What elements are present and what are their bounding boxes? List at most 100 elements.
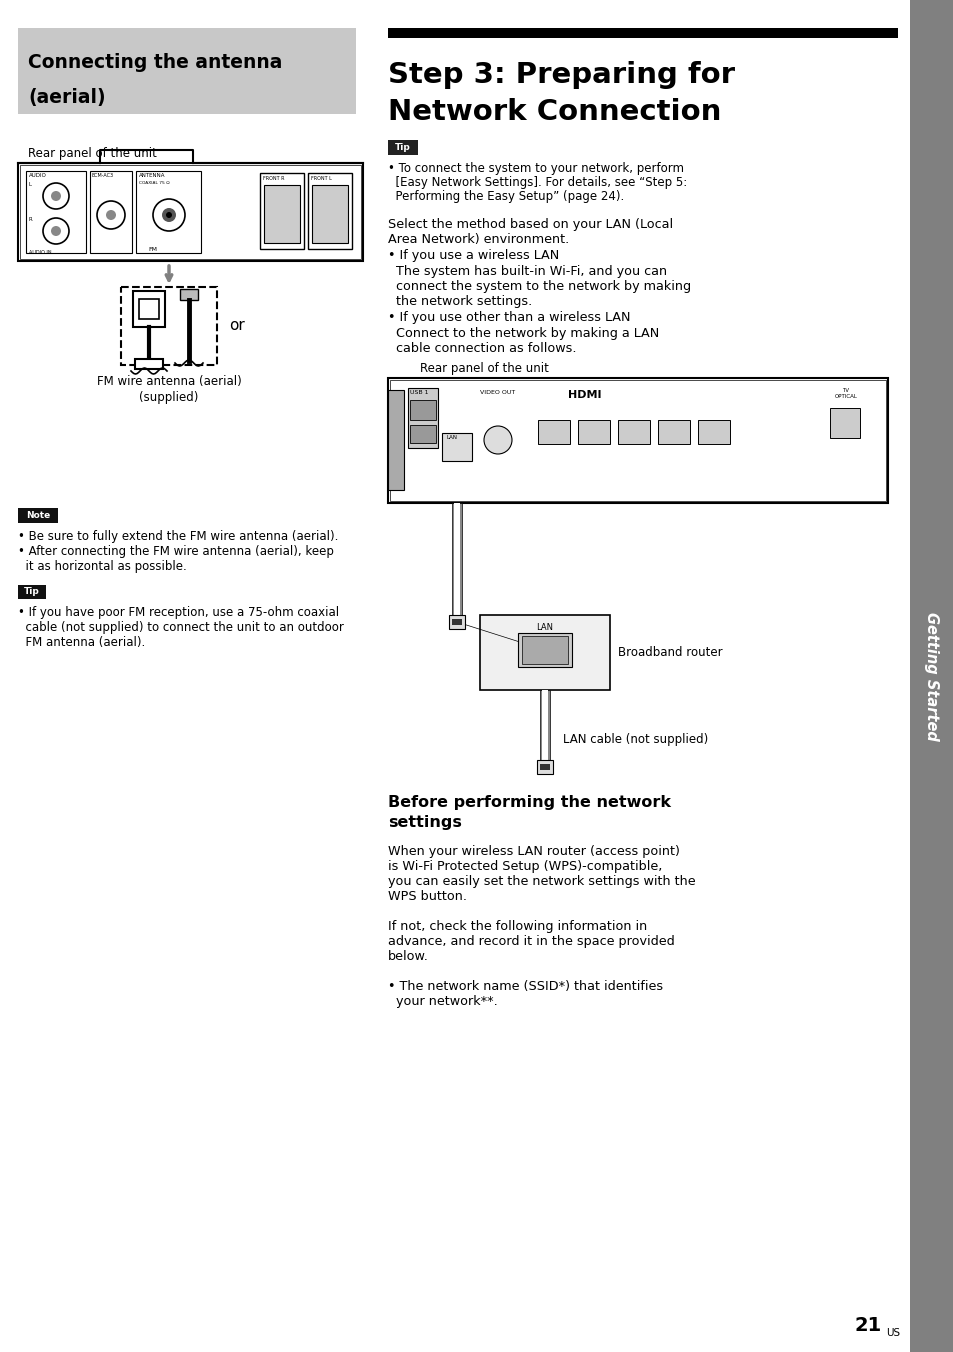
Text: (supplied): (supplied) [139,391,198,404]
Bar [139,299,159,319]
Bar [452,503,461,615]
Bar [537,420,569,443]
Text: Performing the Easy Setup” (page 24).: Performing the Easy Setup” (page 24). [388,191,623,203]
Bar [90,170,132,253]
Text: it as horizontal as possible.: it as horizontal as possible. [18,560,187,573]
Bar [441,433,472,461]
Bar [537,760,553,773]
Text: • Be sure to fully extend the FM wire antenna (aerial).: • Be sure to fully extend the FM wire an… [18,530,338,544]
Text: USB 1: USB 1 [410,389,428,395]
Text: LAN cable (not supplied): LAN cable (not supplied) [562,734,707,746]
Bar [308,173,352,249]
Text: FRONT R: FRONT R [263,176,284,181]
Text: Rear panel of the unit: Rear panel of the unit [419,362,548,375]
Text: TV
OPTICAL: TV OPTICAL [834,388,857,399]
Bar [521,635,567,664]
Text: Step 3: Preparing for: Step 3: Preparing for [388,61,734,89]
Bar [312,185,348,243]
Bar [18,28,355,114]
Text: or: or [229,319,245,334]
Text: • To connect the system to your network, perform: • To connect the system to your network,… [388,162,683,174]
Bar [452,619,461,625]
Text: Connect to the network by making a LAN: Connect to the network by making a LAN [388,326,659,339]
Text: ANTENNA: ANTENNA [139,173,165,178]
Circle shape [51,226,61,237]
Text: Tip: Tip [395,143,411,151]
Bar [449,615,464,629]
Text: Rear panel of the unit: Rear panel of the unit [28,147,156,160]
Bar [658,420,689,443]
Circle shape [43,218,69,243]
Text: • If you use other than a wireless LAN: • If you use other than a wireless LAN [388,311,630,324]
Bar [829,408,859,438]
Text: Note: Note [26,511,51,521]
Text: LAN: LAN [536,623,553,631]
Bar [180,289,198,300]
Text: • The network name (SSID*) that identifies: • The network name (SSID*) that identifi… [388,980,662,992]
Text: FM: FM [148,247,157,251]
Text: cable (not supplied) to connect the unit to an outdoor: cable (not supplied) to connect the unit… [18,621,343,634]
Bar [18,585,46,599]
Circle shape [483,426,512,454]
Circle shape [106,210,116,220]
Text: FM wire antenna (aerial): FM wire antenna (aerial) [96,375,241,388]
Text: advance, and record it in the space provided: advance, and record it in the space prov… [388,936,674,948]
Bar [135,360,163,369]
Bar [388,379,887,503]
Bar [410,400,436,420]
Bar [390,380,885,502]
Bar [18,508,58,523]
Text: R: R [29,218,32,222]
Text: Before performing the network: Before performing the network [388,795,670,810]
Bar [26,170,86,253]
Text: FRONT L: FRONT L [311,176,332,181]
Text: L: L [29,183,32,187]
Bar [20,165,360,260]
Text: Tip: Tip [24,588,40,596]
Text: 21: 21 [854,1315,882,1334]
Text: Network Connection: Network Connection [388,97,720,126]
Circle shape [162,208,175,222]
Bar [479,615,609,690]
Bar [388,141,417,155]
Text: The system has built-in Wi-Fi, and you can: The system has built-in Wi-Fi, and you c… [388,265,666,277]
Text: If not, check the following information in: If not, check the following information … [388,919,646,933]
Text: VIDEO OUT: VIDEO OUT [479,389,515,395]
Text: ECM-AC3: ECM-AC3 [91,173,114,178]
Text: Getting Started: Getting Started [923,611,939,741]
Bar [618,420,649,443]
Circle shape [97,201,125,228]
Text: Broadband router: Broadband router [618,646,721,658]
Text: (aerial): (aerial) [28,88,106,107]
Text: LAN: LAN [447,435,457,439]
Text: you can easily set the network settings with the: you can easily set the network settings … [388,875,695,888]
Text: FM antenna (aerial).: FM antenna (aerial). [18,635,145,649]
Text: HDMI: HDMI [567,389,601,400]
Bar [539,764,550,771]
Bar [541,690,547,760]
Text: connect the system to the network by making: connect the system to the network by mak… [388,280,690,293]
Text: • If you use a wireless LAN: • If you use a wireless LAN [388,249,558,262]
Circle shape [43,183,69,210]
Text: [Easy Network Settings]. For details, see “Step 5:: [Easy Network Settings]. For details, se… [388,176,686,189]
Text: the network settings.: the network settings. [388,296,532,308]
Text: below.: below. [388,950,429,963]
Text: Select the method based on your LAN (Local: Select the method based on your LAN (Loc… [388,218,673,231]
Bar [136,170,201,253]
Bar [909,0,953,1352]
Circle shape [51,191,61,201]
Bar [132,291,165,327]
Bar [517,633,572,667]
Bar [410,425,436,443]
Bar [121,287,216,365]
Bar [454,503,459,615]
Circle shape [152,199,185,231]
Circle shape [166,212,172,218]
Bar [539,690,550,760]
Text: When your wireless LAN router (access point): When your wireless LAN router (access po… [388,845,679,859]
Bar [260,173,304,249]
Text: Connecting the antenna: Connecting the antenna [28,54,282,73]
Bar [388,389,403,489]
Bar [18,164,363,261]
Text: your network**.: your network**. [388,995,497,1009]
